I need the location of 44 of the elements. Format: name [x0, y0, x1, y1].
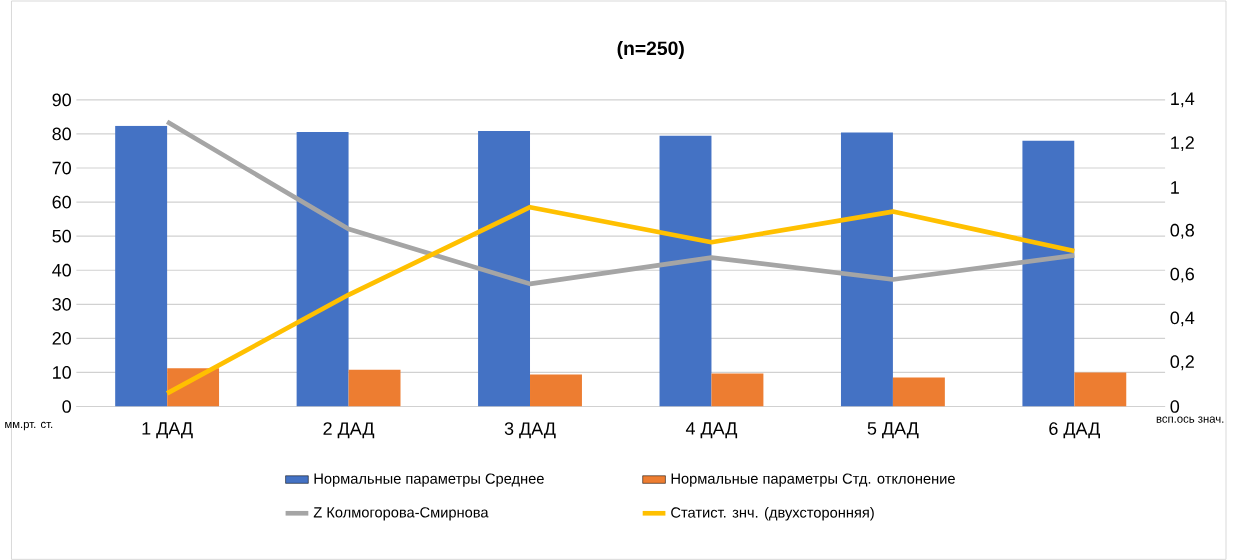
bar [478, 130, 531, 407]
y2-tick-label: 0 [1170, 399, 1180, 413]
bar [1074, 372, 1127, 407]
bar [115, 125, 168, 407]
y-tick-label: 60 [52, 195, 71, 209]
bar [530, 374, 582, 407]
y-tick-label: 90 [52, 93, 71, 107]
bar [711, 373, 764, 407]
y-tick-label: 70 [52, 161, 71, 175]
y-tick-label: 10 [53, 365, 71, 379]
y2-tick-label: 1,2 [1171, 136, 1194, 151]
x-tick-label: 3 ДАД [504, 422, 556, 439]
chart-title: (n=250) [617, 40, 684, 59]
y-tick-label: 30 [52, 297, 71, 311]
y2-tick-label: 0,2 [1170, 355, 1194, 370]
y-tick-label: 20 [52, 331, 71, 345]
y-tick-label: 40 [52, 263, 71, 277]
y2-tick-label: 1,4 [1171, 92, 1195, 108]
x-tick-label: 1 ДАД [142, 422, 193, 439]
line-series [164, 119, 1077, 287]
bar [659, 135, 712, 407]
bar [892, 377, 945, 407]
y-tick-label: 80 [52, 127, 71, 141]
bar [1022, 140, 1075, 407]
y2-tick-label: 0,8 [1170, 223, 1194, 239]
x-tick-label: 6 ДАД [1049, 422, 1100, 439]
y-axis-title: мм.рт. ст. [5, 421, 53, 431]
y2-tick-label: 1 [1171, 181, 1179, 194]
y-tick-label: 50 [52, 229, 71, 243]
y-tick-label: 0 [62, 399, 71, 413]
x-tick-label: 5 ДАД [867, 422, 919, 439]
legend-label: Нормальные параметры Стд. отклонение [671, 473, 955, 487]
bar [296, 131, 349, 407]
legend-label: Статист. знч. (двухсторонняя) [671, 506, 874, 521]
x-tick-label: 2 ДАД [323, 422, 375, 439]
y2-axis-title: всп.ось знач. [1156, 416, 1224, 423]
legend-label: Z Колмогорова-Смирнова [313, 507, 489, 521]
legend-label: Нормальные параметры Среднее [314, 473, 544, 487]
bar [348, 369, 401, 407]
bar [840, 132, 893, 407]
y2-tick-label: 0,6 [1170, 267, 1194, 283]
y2-tick-label: 0,4 [1170, 311, 1195, 327]
x-tick-label: 4 ДАД [685, 422, 738, 439]
line-series [164, 204, 1077, 396]
